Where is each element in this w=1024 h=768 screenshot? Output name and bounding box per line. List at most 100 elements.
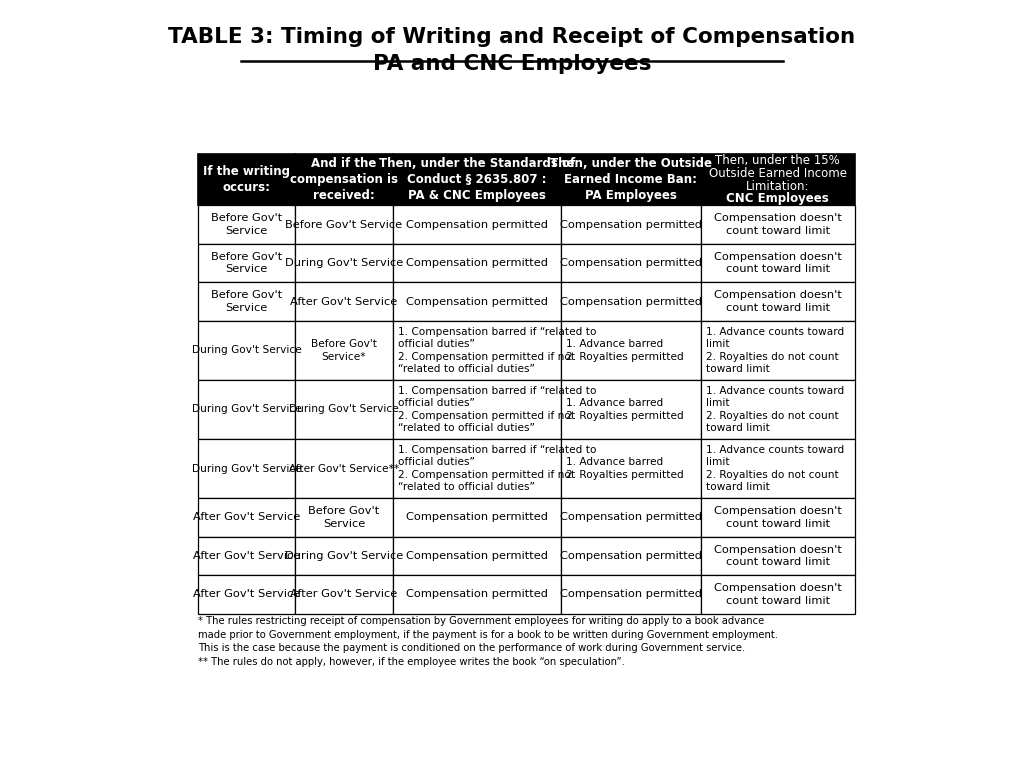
Text: Before Gov't
Service: Before Gov't Service <box>211 252 283 274</box>
Text: Compensation doesn't
count toward limit: Compensation doesn't count toward limit <box>714 290 842 313</box>
Bar <box>561 243 700 283</box>
Text: CNC Employees: CNC Employees <box>726 192 829 205</box>
Text: During Gov't Service: During Gov't Service <box>191 405 301 415</box>
Text: Compensation permitted: Compensation permitted <box>560 551 701 561</box>
Bar <box>393 321 561 380</box>
Bar <box>393 498 561 537</box>
Text: Outside Earned Income: Outside Earned Income <box>709 167 847 180</box>
Text: Then, under the Outside
Earned Income Ban:
PA Employees: Then, under the Outside Earned Income Ba… <box>550 157 712 202</box>
Text: 1. Advance counts toward
limit
2. Royalties do not count
toward limit: 1. Advance counts toward limit 2. Royalt… <box>707 445 845 492</box>
Text: TABLE 3: Timing of Writing and Receipt of Compensation: TABLE 3: Timing of Writing and Receipt o… <box>168 27 856 47</box>
Bar <box>700 283 855 321</box>
Bar <box>198 243 295 283</box>
Bar <box>295 283 393 321</box>
Bar <box>700 575 855 614</box>
Text: After Gov't Service: After Gov't Service <box>193 590 300 600</box>
Bar <box>393 154 561 205</box>
Bar <box>561 575 700 614</box>
Bar <box>295 380 393 439</box>
Text: During Gov't Service: During Gov't Service <box>289 405 399 415</box>
Text: 1. Advance barred
2. Royalties permitted: 1. Advance barred 2. Royalties permitted <box>566 458 684 480</box>
Text: Compensation permitted: Compensation permitted <box>406 220 548 230</box>
Text: Before Gov't
Service: Before Gov't Service <box>211 290 283 313</box>
Bar <box>198 439 295 498</box>
Bar <box>198 205 295 243</box>
Bar <box>700 439 855 498</box>
Text: Compensation doesn't
count toward limit: Compensation doesn't count toward limit <box>714 506 842 528</box>
Text: Compensation permitted: Compensation permitted <box>560 296 701 306</box>
Text: Limitation:: Limitation: <box>745 180 809 193</box>
Text: Then, under the 15%: Then, under the 15% <box>716 154 840 167</box>
Bar <box>700 537 855 575</box>
Text: Before Gov't
Service: Before Gov't Service <box>211 214 283 236</box>
Text: During Gov't Service: During Gov't Service <box>285 551 403 561</box>
Text: 1. Advance barred
2. Royalties permitted: 1. Advance barred 2. Royalties permitted <box>566 399 684 421</box>
Bar <box>561 380 700 439</box>
Bar <box>198 537 295 575</box>
Bar <box>700 243 855 283</box>
Bar <box>295 205 393 243</box>
Bar <box>198 575 295 614</box>
Text: Compensation permitted: Compensation permitted <box>560 512 701 522</box>
Bar <box>561 439 700 498</box>
Text: Compensation permitted: Compensation permitted <box>560 220 701 230</box>
Bar <box>561 283 700 321</box>
Bar <box>700 205 855 243</box>
Bar <box>561 321 700 380</box>
Text: 1. Compensation barred if “related to
official duties”
2. Compensation permitted: 1. Compensation barred if “related to of… <box>398 327 597 374</box>
Bar <box>198 154 295 205</box>
Text: Compensation permitted: Compensation permitted <box>406 551 548 561</box>
Text: * The rules restricting receipt of compensation by Government employees for writ: * The rules restricting receipt of compe… <box>198 616 778 667</box>
Bar <box>295 537 393 575</box>
Bar <box>198 498 295 537</box>
Bar <box>393 575 561 614</box>
Bar <box>700 498 855 537</box>
Bar <box>198 321 295 380</box>
Text: After Gov't Service: After Gov't Service <box>193 512 300 522</box>
Text: Compensation doesn't
count toward limit: Compensation doesn't count toward limit <box>714 252 842 274</box>
Text: Before Gov't Service: Before Gov't Service <box>286 220 402 230</box>
Text: Then, under the Standards of
Conduct § 2635.807 :
PA & CNC Employees: Then, under the Standards of Conduct § 2… <box>379 157 574 202</box>
Text: 1. Compensation barred if “related to
official duties”
2. Compensation permitted: 1. Compensation barred if “related to of… <box>398 445 597 492</box>
Text: If the writing
occurs:: If the writing occurs: <box>203 165 290 194</box>
Text: After Gov't Service: After Gov't Service <box>291 590 397 600</box>
Bar <box>295 321 393 380</box>
Bar <box>700 321 855 380</box>
Bar <box>198 380 295 439</box>
Text: And if the
compensation is
received:: And if the compensation is received: <box>290 157 398 202</box>
Text: Compensation permitted: Compensation permitted <box>560 258 701 268</box>
Bar <box>561 498 700 537</box>
Bar <box>561 205 700 243</box>
Bar <box>295 439 393 498</box>
Bar <box>561 537 700 575</box>
Bar <box>561 154 700 205</box>
Text: Compensation permitted: Compensation permitted <box>406 512 548 522</box>
Bar <box>700 380 855 439</box>
Bar <box>700 154 855 205</box>
Bar <box>393 283 561 321</box>
Text: During Gov't Service: During Gov't Service <box>285 258 403 268</box>
Text: Compensation permitted: Compensation permitted <box>560 590 701 600</box>
Bar <box>393 205 561 243</box>
Text: 1. Advance counts toward
limit
2. Royalties do not count
toward limit: 1. Advance counts toward limit 2. Royalt… <box>707 386 845 433</box>
Text: Compensation permitted: Compensation permitted <box>406 258 548 268</box>
Text: During Gov't Service: During Gov't Service <box>191 346 301 356</box>
Bar <box>295 243 393 283</box>
Bar <box>198 283 295 321</box>
Text: Compensation doesn't
count toward limit: Compensation doesn't count toward limit <box>714 583 842 606</box>
Text: 1. Advance barred
2. Royalties permitted: 1. Advance barred 2. Royalties permitted <box>566 339 684 362</box>
Text: Compensation doesn't
count toward limit: Compensation doesn't count toward limit <box>714 214 842 236</box>
Text: Before Gov't
Service: Before Gov't Service <box>308 506 380 528</box>
Text: After Gov't Service**: After Gov't Service** <box>289 464 399 474</box>
Bar <box>295 575 393 614</box>
Bar <box>393 243 561 283</box>
Bar <box>295 498 393 537</box>
Text: Before Gov't
Service*: Before Gov't Service* <box>311 339 377 362</box>
Bar <box>393 380 561 439</box>
Text: 1. Advance counts toward
limit
2. Royalties do not count
toward limit: 1. Advance counts toward limit 2. Royalt… <box>707 327 845 374</box>
Text: Compensation permitted: Compensation permitted <box>406 590 548 600</box>
Text: PA and CNC Employees: PA and CNC Employees <box>373 54 651 74</box>
Text: Compensation permitted: Compensation permitted <box>406 296 548 306</box>
Text: 1. Compensation barred if “related to
official duties”
2. Compensation permitted: 1. Compensation barred if “related to of… <box>398 386 597 433</box>
Text: Compensation doesn't
count toward limit: Compensation doesn't count toward limit <box>714 545 842 567</box>
